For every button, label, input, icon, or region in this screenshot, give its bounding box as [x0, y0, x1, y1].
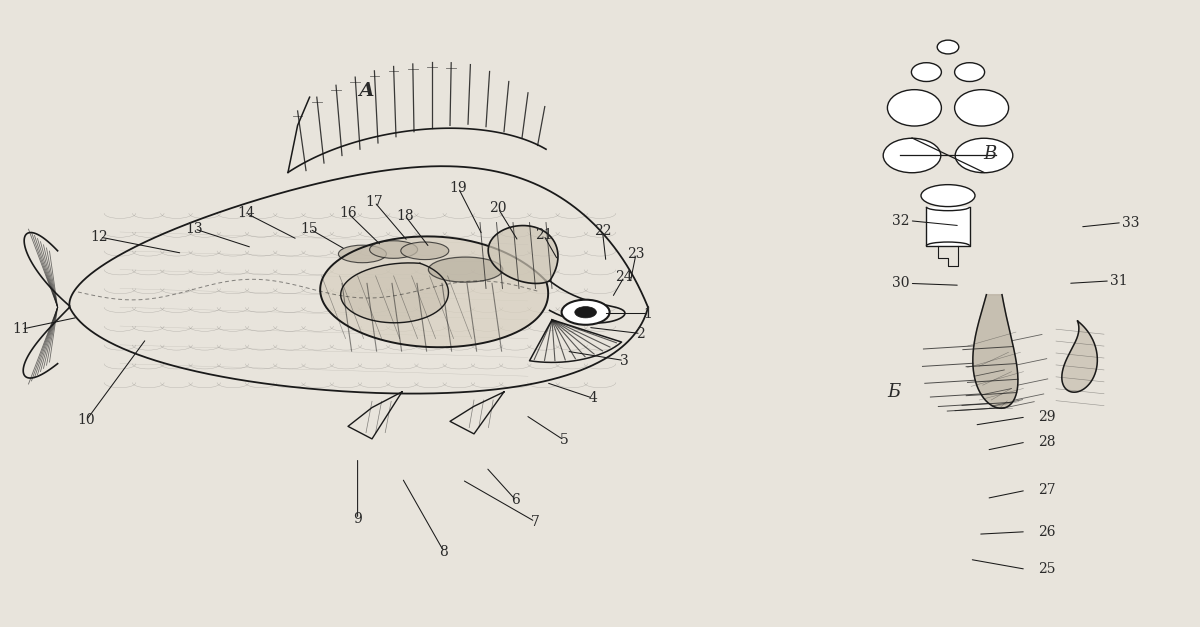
Text: 10: 10 — [78, 413, 95, 427]
Text: 26: 26 — [1038, 525, 1056, 539]
Text: 20: 20 — [490, 201, 506, 215]
Text: 3: 3 — [619, 354, 629, 367]
Ellipse shape — [922, 184, 974, 207]
Text: 21: 21 — [535, 228, 552, 242]
Text: 12: 12 — [91, 230, 108, 244]
Ellipse shape — [338, 245, 386, 263]
Text: 30: 30 — [892, 277, 910, 290]
Text: 15: 15 — [301, 222, 318, 236]
Text: А: А — [358, 82, 374, 100]
Text: 25: 25 — [1038, 562, 1056, 576]
Text: Б: Б — [887, 383, 901, 401]
Text: 18: 18 — [397, 209, 414, 223]
Text: 32: 32 — [892, 214, 910, 228]
Ellipse shape — [428, 257, 503, 282]
Text: 4: 4 — [588, 391, 598, 405]
Ellipse shape — [937, 40, 959, 54]
Text: 29: 29 — [1038, 410, 1056, 424]
Text: 33: 33 — [1122, 216, 1140, 229]
Polygon shape — [488, 226, 558, 283]
Text: 5: 5 — [559, 433, 569, 447]
Text: 13: 13 — [186, 222, 203, 236]
Polygon shape — [973, 295, 1018, 408]
Text: 8: 8 — [439, 545, 449, 559]
Text: 1: 1 — [643, 307, 653, 320]
Text: 11: 11 — [13, 322, 30, 336]
Text: 31: 31 — [1110, 274, 1128, 288]
Polygon shape — [926, 207, 970, 246]
Text: 23: 23 — [628, 247, 644, 261]
Text: 9: 9 — [353, 512, 362, 526]
Ellipse shape — [401, 242, 449, 260]
Ellipse shape — [370, 241, 418, 258]
Text: 14: 14 — [238, 206, 254, 220]
Ellipse shape — [955, 138, 1013, 172]
Text: 28: 28 — [1038, 435, 1056, 449]
Text: 19: 19 — [450, 181, 467, 195]
Circle shape — [562, 300, 610, 325]
Text: 7: 7 — [530, 515, 540, 529]
Ellipse shape — [955, 90, 1008, 126]
Ellipse shape — [883, 138, 941, 172]
Text: 22: 22 — [594, 224, 611, 238]
Circle shape — [575, 307, 596, 318]
Polygon shape — [341, 263, 449, 323]
Text: 16: 16 — [340, 206, 356, 220]
Ellipse shape — [912, 63, 942, 82]
Text: В: В — [983, 145, 997, 162]
Text: 6: 6 — [511, 493, 521, 507]
Text: 27: 27 — [1038, 483, 1056, 497]
Polygon shape — [320, 236, 548, 347]
Text: 2: 2 — [636, 327, 646, 340]
Ellipse shape — [955, 63, 985, 82]
Text: 24: 24 — [616, 270, 632, 284]
Polygon shape — [1062, 321, 1097, 393]
Ellipse shape — [888, 90, 942, 126]
Text: 17: 17 — [366, 195, 383, 209]
